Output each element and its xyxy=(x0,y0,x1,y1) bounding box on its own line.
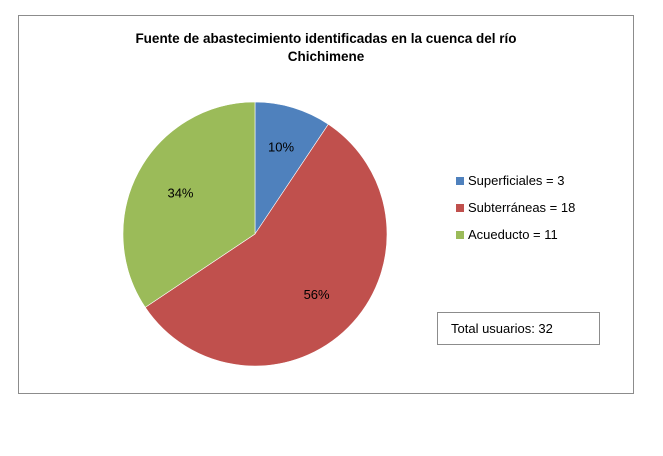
legend-label-subterraneas: Subterráneas = 18 xyxy=(468,200,575,215)
legend-item-subterraneas: Subterráneas = 18 xyxy=(456,199,575,216)
legend-swatch-acueducto xyxy=(456,231,464,239)
legend: Superficiales = 3 Subterráneas = 18 Acue… xyxy=(456,172,575,253)
pie-data-label-superficiales: 10% xyxy=(268,140,294,155)
total-users-box: Total usuarios: 32 xyxy=(437,312,600,345)
pie-data-label-acueducto: 34% xyxy=(167,186,193,201)
legend-item-acueducto: Acueducto = 11 xyxy=(456,226,575,243)
legend-label-superficiales: Superficiales = 3 xyxy=(468,173,564,188)
legend-swatch-subterraneas xyxy=(456,204,464,212)
legend-label-acueducto: Acueducto = 11 xyxy=(468,227,558,242)
legend-swatch-superficiales xyxy=(456,177,464,185)
total-users-label: Total usuarios: 32 xyxy=(451,321,553,336)
pie-data-label-subterraneas: 56% xyxy=(304,287,330,302)
chart-area: Fuente de abastecimiento identificadas e… xyxy=(18,15,634,394)
legend-item-superficiales: Superficiales = 3 xyxy=(456,172,575,189)
